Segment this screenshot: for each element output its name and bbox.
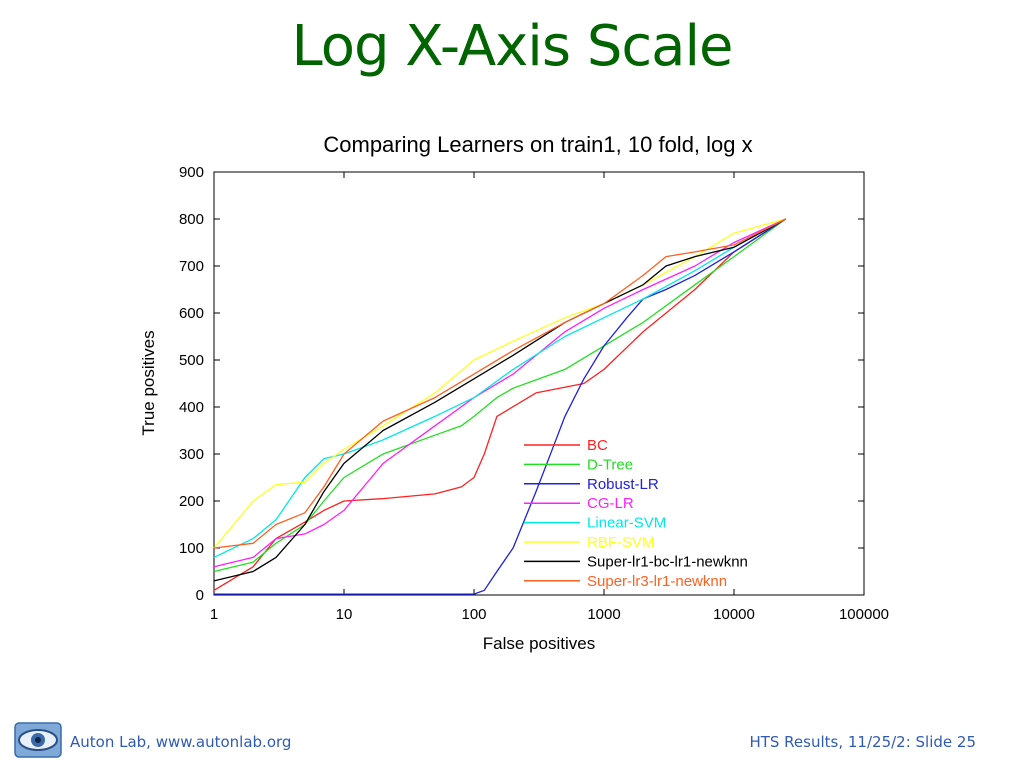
y-tick-label: 800	[179, 211, 204, 228]
x-axis-ticks: 1 10 100 1000 10000 100000	[210, 172, 889, 623]
legend-label: Linear-SVM	[587, 515, 666, 532]
y-tick-label: 100	[179, 540, 204, 557]
series-lines	[213, 218, 787, 595]
series-line-robust-lr	[214, 218, 787, 595]
y-tick-label: 600	[179, 305, 204, 322]
x-axis-label: False positives	[483, 634, 595, 653]
series-line-super-lr3-lr1-newknn	[213, 218, 786, 549]
footer-left-text: Auton Lab, www.autonlab.org	[70, 733, 292, 751]
y-tick-label: 900	[179, 164, 204, 181]
series-line-bc	[213, 218, 787, 591]
chart: Comparing Learners on train1, 10 fold, l…	[139, 132, 889, 653]
series-line-linear-svm	[213, 218, 787, 558]
y-tick-label: 400	[179, 399, 204, 416]
legend-label: CG-LR	[587, 495, 634, 512]
series-line-super-lr1-bc-lr1-newknn	[213, 218, 787, 582]
x-tick-label: 100000	[839, 606, 889, 623]
footer-right-text: HTS Results, 11/25/2: Slide 25	[749, 733, 976, 751]
series-line-cg-lr	[213, 218, 786, 568]
y-tick-label: 700	[179, 258, 204, 275]
eye-logo-icon	[14, 722, 62, 758]
legend-label: BC	[587, 437, 608, 454]
y-tick-label: 300	[179, 446, 204, 463]
legend-label: Robust-LR	[587, 476, 659, 493]
series-line-d-tree	[213, 218, 787, 573]
x-tick-label: 100	[461, 606, 486, 623]
y-axis-ticks: 0 100 200 300 400 500 600 700 800 900	[179, 164, 864, 604]
legend-label: Super-lr3-lr1-newknn	[587, 573, 727, 590]
plot-frame	[213, 171, 865, 596]
y-tick-label: 0	[196, 587, 204, 604]
legend-label: RBF-SVM	[587, 534, 655, 551]
x-tick-label: 10000	[713, 606, 755, 623]
x-tick-label: 10	[336, 606, 353, 623]
y-axis-label: True positives	[139, 330, 158, 435]
y-tick-label: 200	[179, 493, 204, 510]
series-line-rbf-svm	[213, 218, 786, 549]
chart-title: Comparing Learners on train1, 10 fold, l…	[323, 132, 752, 157]
legend-label: D-Tree	[587, 456, 633, 473]
legend: BC D-Tree Robust-LR CG-LR Linear-SVM RBF-SVM S…	[524, 437, 748, 590]
slide-title: Log X-Axis Scale	[291, 14, 733, 79]
x-tick-label: 1000	[587, 606, 620, 623]
y-tick-label: 500	[179, 352, 204, 369]
x-tick-label: 1	[210, 606, 218, 623]
legend-label: Super-lr1-bc-lr1-newknn	[587, 553, 748, 570]
